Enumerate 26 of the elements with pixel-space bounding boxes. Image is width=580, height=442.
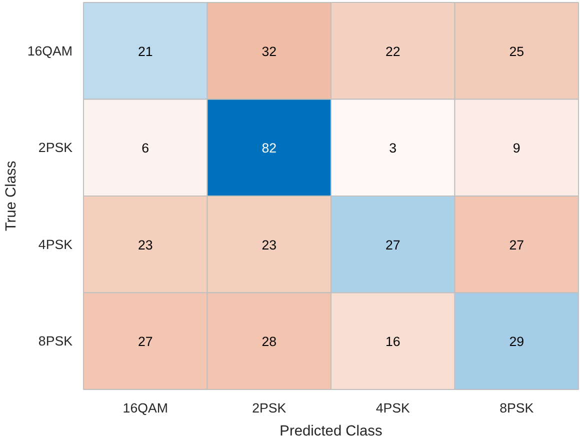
x-tick-label: 16QAM <box>122 400 168 416</box>
data-label: 22 <box>385 44 400 59</box>
x-tick-label: 2PSK <box>252 400 286 416</box>
data-label: 21 <box>138 44 153 59</box>
data-label: 25 <box>509 44 524 59</box>
data-label: 82 <box>262 140 277 156</box>
data-label: 3 <box>389 140 397 156</box>
data-label: 27 <box>385 237 400 252</box>
data-label: 29 <box>509 334 524 350</box>
y-tick-label: 8PSK <box>38 334 73 349</box>
y-axis-title: True Class <box>3 160 20 232</box>
x-tick-label: 8PSK <box>500 400 534 416</box>
data-label: 6 <box>142 140 150 156</box>
data-label: 27 <box>138 334 153 350</box>
y-tick-label: 2PSK <box>38 140 73 156</box>
data-label: 27 <box>509 237 524 252</box>
y-tick-label: 4PSK <box>38 236 73 252</box>
x-axis-title: Predicted Class <box>280 424 382 440</box>
data-label: 23 <box>138 237 153 252</box>
x-tick-label: 4PSK <box>376 400 410 416</box>
data-label: 32 <box>262 44 277 59</box>
data-label: 28 <box>262 334 277 350</box>
data-label: 23 <box>262 237 277 252</box>
data-label: 16 <box>385 334 400 350</box>
data-label: 9 <box>512 140 520 156</box>
y-tick-label: 16QAM <box>27 43 73 58</box>
